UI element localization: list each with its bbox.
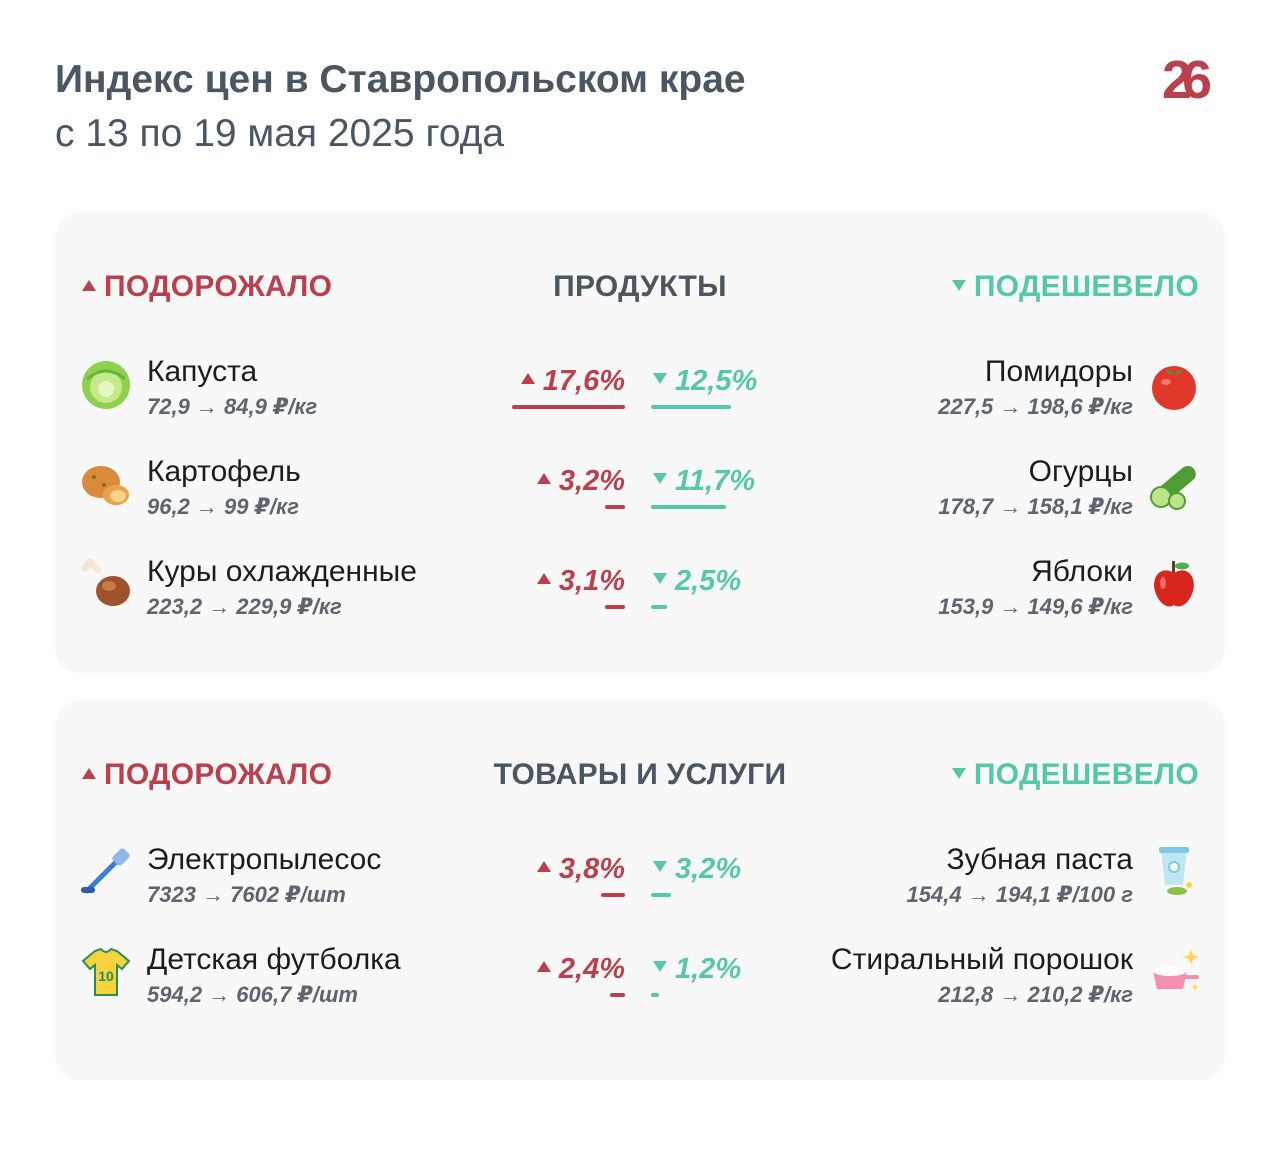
triangle-up-icon [520,372,535,384]
item-name: Детская футболка [147,943,401,976]
triangle-up-icon [82,767,96,779]
potato-icon [82,466,129,505]
price-decrease-percent: 2,5% [653,565,741,598]
increase-bar [605,605,625,609]
price-decrease-percent: 11,7% [653,465,755,498]
increase-bar [609,993,625,997]
triangle-up-icon [536,960,551,972]
price-decrease-percent: 12,5% [653,365,757,398]
products-down-header: ПОДЕШЕВЕЛО [951,270,1199,304]
triangle-down-icon [951,767,966,779]
goods-up-header: ПОДОРОЖАЛО [82,758,332,792]
products-card: ПОДОРОЖАЛО ПРОДУКТЫ ПОДЕШЕВЕЛО Капуста 7… [55,213,1225,673]
page-subtitle: с 13 по 19 мая 2025 года [55,112,505,155]
price-decrease-percent: 3,2% [653,853,741,886]
price-increase-percent: 2,4% [536,953,625,986]
triangle-down-icon [653,372,667,384]
triangle-up-icon [536,572,551,584]
price-decrease-percent: 1,2% [653,953,741,986]
products-row: Картофель 96,2 → 99 ₽/кг 3,2% 11,7% Огур… [55,453,1225,523]
item-name: Стиральный порошок [830,943,1133,976]
washing-powder-icon [1153,949,1199,991]
goods-title: ТОВАРЫ И УСЛУГИ [493,758,787,791]
price-increase-percent: 3,8% [536,853,625,886]
tomato-icon [1152,366,1196,410]
increase-bar [512,405,625,409]
price-increase-percent: 3,1% [536,565,625,598]
triangle-down-icon [653,860,667,872]
item-price: 227,5 → 198,6 ₽/кг [938,394,1133,419]
triangle-down-icon [951,279,966,291]
goods-row: Электропылесос 7323 → 7602 ₽/шт 3,8% 3,2… [55,841,1225,911]
products-row: Куры охлажденные 223,2 → 229,9 ₽/кг 3,1%… [55,553,1225,623]
price-increase-percent: 3,2% [536,465,625,498]
page-title: Индекс цен в Ставропольском крае [55,58,746,101]
decrease-bar [651,893,672,897]
item-price: 154,4 → 194,1 ₽/100 г [906,882,1133,907]
svg-text:26: 26 [1162,50,1211,110]
triangle-down-icon [653,472,667,484]
logo-26: 26 [1162,50,1221,110]
item-price: 178,7 → 158,1 ₽/кг [938,494,1133,519]
item-price: 153,9 → 149,6 ₽/кг [938,594,1133,619]
item-name: Куры охлажденные [147,555,417,588]
item-name: Зубная паста [946,843,1134,876]
vacuum-cleaner-icon [81,848,130,894]
item-name: Помидоры [984,355,1133,388]
decrease-bar [651,993,659,997]
item-price: 594,2 → 606,7 ₽/шт [147,982,358,1007]
triangle-down-icon [653,572,667,584]
products-title: ПРОДУКТЫ [553,270,727,303]
svg-text:10: 10 [98,968,114,984]
item-name: Капуста [147,355,258,388]
item-name: Огурцы [1028,455,1133,488]
increase-bar [600,893,625,897]
item-name: Картофель [147,455,301,488]
item-price: 223,2 → 229,9 ₽/кг [147,594,342,619]
toothpaste-icon [1159,847,1192,895]
apple-icon [1154,561,1194,607]
item-price: 212,8 → 210,2 ₽/кг [938,982,1133,1007]
goods-card: ПОДОРОЖАЛО ТОВАРЫ И УСЛУГИ ПОДЕШЕВЕЛО Эл… [55,701,1225,1080]
decrease-bar [651,405,731,409]
decrease-bar [651,605,667,609]
triangle-up-icon [82,279,96,291]
decrease-bar [651,505,726,509]
item-price: 7323 → 7602 ₽/шт [147,882,346,907]
goods-down-header: ПОДЕШЕВЕЛО [951,758,1199,792]
goods-row: 10 Детская футболка 594,2 → 606,7 ₽/шт 2… [55,941,1225,1011]
products-up-header: ПОДОРОЖАЛО [82,270,332,304]
products-row: Капуста 72,9 → 84,9 ₽/кг 17,6% 12,5% Пом… [55,353,1225,423]
increase-bar [604,505,625,509]
item-price: 96,2 → 99 ₽/кг [147,494,299,519]
item-price: 72,9 → 84,9 ₽/кг [147,394,318,419]
triangle-down-icon [653,960,667,972]
triangle-up-icon [536,860,551,872]
chicken-leg-icon [81,558,130,606]
triangle-up-icon [536,472,551,484]
cucumber-icon [1150,466,1196,510]
price-increase-percent: 17,6% [520,365,625,398]
item-name: Яблоки [1031,555,1133,588]
cabbage-icon [82,361,130,409]
t-shirt-icon: 10 [81,947,131,996]
item-name: Электропылесос [147,843,382,876]
